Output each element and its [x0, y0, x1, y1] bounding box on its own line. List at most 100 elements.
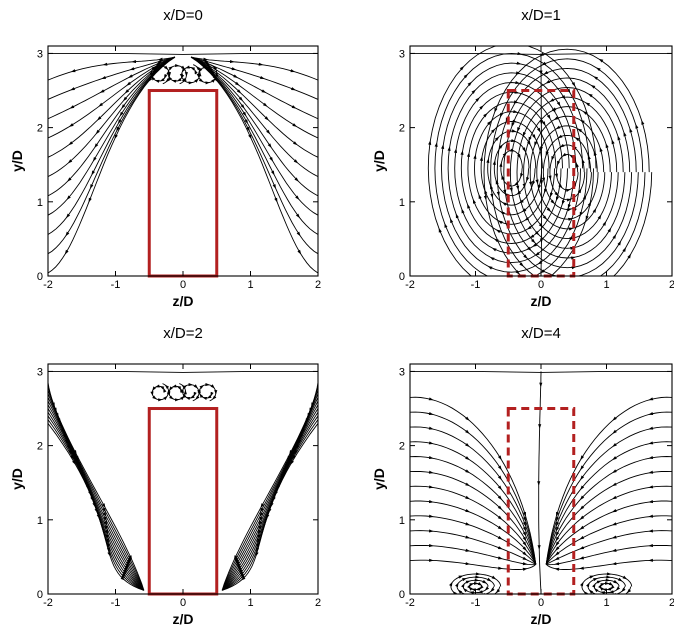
streamline-arrow — [611, 548, 617, 552]
streamline-arrow — [498, 144, 504, 149]
streamline-arrow — [102, 512, 107, 517]
streamline-arrow — [611, 562, 617, 566]
streamline-arrow — [567, 208, 573, 212]
y-tick-label: 3 — [399, 48, 405, 60]
streamline-arrow — [152, 386, 156, 392]
streamline-arrow — [587, 201, 592, 207]
streamline-arrow — [495, 229, 501, 234]
streamline-arrow — [199, 384, 205, 389]
streamline — [545, 515, 672, 565]
streamline-arrow — [489, 256, 495, 261]
streamline-arrow — [450, 218, 454, 224]
streamline — [434, 52, 590, 276]
streamline-arrow — [561, 152, 567, 157]
streamline-arrow — [612, 442, 617, 448]
streamline-arrow — [586, 582, 590, 588]
streamline-arrow — [486, 577, 492, 582]
streamline-arrow — [117, 119, 122, 125]
panel-4: -2 -1 0 1 2 0 1 2 3 x/D=4 z/D y/D — [371, 325, 674, 627]
streamline-arrow — [65, 213, 71, 219]
y-tick-label: 0 — [37, 271, 43, 283]
streamline-arrow — [67, 159, 73, 164]
streamline-arrow — [606, 587, 612, 591]
streamline-arrow — [585, 102, 591, 107]
streamline-arrow — [648, 455, 654, 460]
x-tick-label: 0 — [538, 597, 544, 609]
streamline-arrow — [180, 395, 185, 401]
x-tick-label: 2 — [315, 597, 321, 609]
streamline-arrow — [648, 411, 654, 415]
streamline-arrow — [438, 227, 442, 233]
panel-3: -2 -1 0 1 2 0 1 2 3 x/D=2 z/D y/D — [9, 325, 321, 627]
streamline — [503, 77, 633, 269]
panel-title: x/D=1 — [521, 7, 561, 24]
streamline-arrow — [156, 59, 162, 63]
streamline-arrow — [607, 227, 612, 233]
streamline-arrow — [185, 65, 190, 69]
streamline-arrow — [197, 388, 201, 394]
streamline — [474, 111, 550, 225]
streamline-arrow — [568, 217, 573, 221]
streamline-arrow — [171, 79, 177, 83]
streamline-arrow — [68, 449, 72, 455]
streamline-arrow — [520, 173, 524, 179]
streamline-arrow — [553, 116, 559, 121]
streamline-arrow — [611, 535, 617, 539]
y-tick-label: 2 — [399, 123, 405, 135]
streamline-arrow — [648, 500, 654, 504]
streamline-arrow — [541, 177, 546, 183]
streamline-arrow — [617, 135, 621, 141]
streamline-arrow — [154, 79, 160, 83]
streamline-arrow — [296, 231, 301, 237]
streamline-arrow — [522, 567, 528, 571]
streamline-arrow — [610, 585, 615, 590]
streamline-arrow — [606, 572, 612, 576]
streamline-arrow — [582, 194, 587, 200]
streamline-arrow — [260, 503, 265, 509]
streamline-arrow — [540, 180, 544, 185]
streamline-arrow — [593, 76, 599, 80]
streamline-arrow — [231, 67, 237, 71]
streamline-arrow — [611, 495, 617, 500]
streamline-arrow — [605, 143, 609, 149]
streamline-arrow — [461, 208, 465, 214]
x-tick-label: 0 — [538, 279, 544, 291]
streamline-arrow — [472, 198, 476, 204]
streamline — [545, 559, 672, 570]
streamline-arrow — [66, 195, 71, 200]
streamlines — [410, 370, 672, 594]
streamline-arrow — [555, 511, 559, 517]
streamline-arrow — [104, 525, 108, 531]
streamline-arrow — [259, 512, 264, 517]
streamline-arrow — [465, 416, 470, 421]
streamline-arrow — [579, 535, 585, 540]
streamline-arrow — [463, 587, 468, 593]
streamline-arrow — [429, 558, 434, 562]
streamline-arrow — [526, 225, 532, 230]
streamline-arrow — [612, 469, 617, 474]
streamline-arrow — [290, 69, 296, 73]
streamline-arrow — [539, 120, 543, 125]
x-tick-label: 0 — [180, 597, 186, 609]
streamline-arrow — [497, 220, 503, 225]
streamline-arrow — [199, 393, 204, 398]
streamline-arrow — [459, 65, 465, 71]
streamline-arrow — [121, 104, 126, 109]
streamline-arrow — [648, 485, 654, 489]
y-tick-label: 3 — [37, 366, 43, 378]
streamline-arrow — [579, 556, 585, 560]
streamline-arrow — [295, 195, 300, 200]
streamline — [536, 125, 599, 220]
streamline-arrow — [294, 177, 299, 182]
streamline-arrow — [201, 65, 207, 69]
streamline-arrow — [103, 520, 108, 526]
streamline-arrow — [101, 75, 107, 79]
streamline-arrow — [152, 395, 157, 400]
streamline-arrow — [622, 575, 628, 580]
streamline-arrow — [114, 134, 118, 140]
streamline-arrow — [238, 568, 243, 574]
streamline-arrow — [490, 587, 495, 593]
streamline-arrow — [206, 395, 212, 399]
streamline-arrow — [202, 396, 208, 400]
streamline-arrow — [522, 536, 527, 542]
